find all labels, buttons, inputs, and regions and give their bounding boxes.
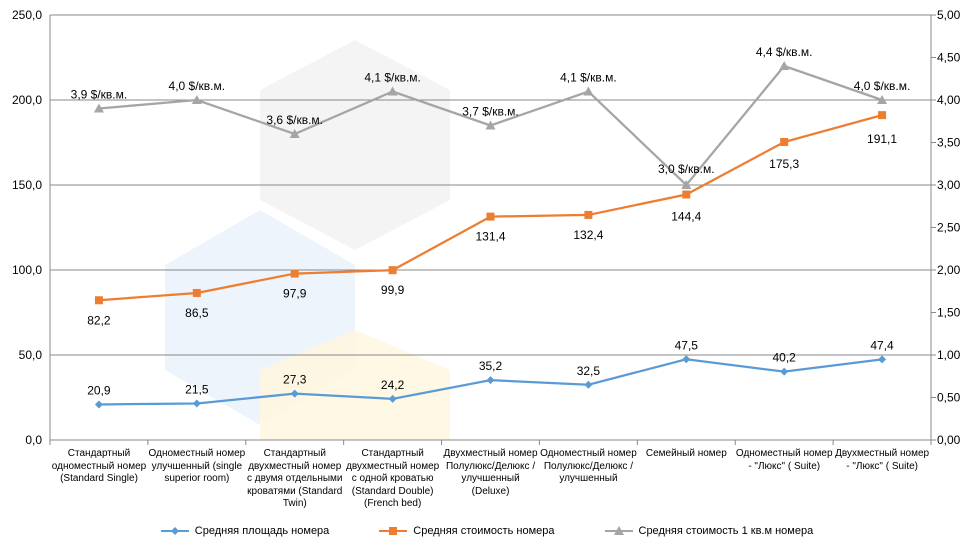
- right-tick-label: 3,50: [937, 136, 961, 150]
- left-tick-label: 200,0: [12, 93, 42, 107]
- data-point: [93, 103, 104, 113]
- data-label: 144,4: [671, 210, 701, 224]
- legend-label: Средняя стоимость 1 кв.м номера: [638, 525, 814, 537]
- legend-item: Средняя стоимость 1 кв.м номера: [604, 525, 814, 537]
- legend-diamond-icon: [160, 527, 189, 535]
- data-label: 27,3: [283, 373, 307, 387]
- data-point: [877, 95, 888, 104]
- category-label: Двухместный номер - "Люкс" ( Suite): [835, 448, 930, 472]
- data-point: [780, 367, 789, 376]
- data-label: 191,1: [867, 132, 897, 146]
- legend-square-icon: [379, 527, 408, 535]
- data-label: 21,5: [185, 382, 209, 396]
- data-point: [682, 190, 691, 199]
- data-label: 4,1 $/кв.м.: [364, 71, 421, 85]
- category-label: Одноместный номер - "Люкс" ( Suite): [735, 448, 833, 472]
- legend-label: Средняя стоимость номера: [413, 525, 555, 537]
- data-label: 4,4 $/кв.м.: [756, 45, 813, 59]
- data-point: [780, 137, 789, 146]
- data-point: [584, 380, 593, 389]
- data-point: [94, 400, 103, 409]
- left-tick-label: 250,0: [12, 8, 42, 22]
- data-label: 35,2: [479, 359, 503, 373]
- category-label: Стандартный двухместный номер с двумя от…: [246, 448, 343, 509]
- right-tick-label: 5,00: [937, 8, 961, 22]
- category-label: Стандартный двухместный номер с одной кр…: [346, 448, 440, 509]
- data-point: [485, 120, 496, 130]
- legend-triangle-icon: [604, 526, 633, 535]
- category-label: Двухместный номер Полулюкс/Делюкс /улучш…: [443, 448, 538, 497]
- data-label: 131,4: [475, 230, 505, 244]
- right-tick-label: 2,50: [937, 221, 961, 235]
- data-label: 4,0 $/кв.м.: [169, 79, 226, 93]
- data-label: 3,6 $/кв.м.: [266, 113, 323, 127]
- data-point: [681, 180, 692, 189]
- data-point: [388, 394, 397, 403]
- data-point: [290, 269, 299, 278]
- data-label: 20,9: [87, 383, 111, 397]
- left-tick-label: 0,0: [25, 433, 42, 447]
- category-label: Одноместный номер улучшенный (single sup…: [148, 448, 246, 484]
- legend-item: Средняя площадь номера: [160, 525, 330, 537]
- data-label: 24,2: [381, 378, 405, 392]
- right-tick-label: 4,00: [937, 93, 961, 107]
- left-tick-label: 50,0: [19, 348, 43, 362]
- data-point: [192, 288, 201, 297]
- right-tick-label: 0,50: [937, 391, 961, 405]
- data-label: 99,9: [381, 283, 405, 297]
- legend-label: Средняя площадь номера: [194, 525, 330, 537]
- data-label: 3,9 $/кв.м.: [71, 88, 128, 102]
- watermark-cube: [260, 330, 450, 440]
- data-point: [289, 129, 300, 138]
- data-point: [290, 389, 299, 398]
- watermark-cube: [260, 40, 450, 250]
- data-point: [388, 266, 397, 275]
- data-label: 4,0 $/кв.м.: [854, 79, 911, 93]
- right-tick-label: 4,50: [937, 51, 961, 65]
- data-label: 97,9: [283, 287, 307, 301]
- category-label: Одноместный номер Полулюкс/Делюкс /улучш…: [540, 448, 637, 484]
- data-label: 3,0 $/кв.м.: [658, 162, 715, 176]
- data-point: [878, 111, 887, 120]
- data-label: 3,7 $/кв.м.: [462, 105, 519, 119]
- category-label: Семейный номер: [645, 448, 727, 459]
- category-label: Стандартный одноместный номер (Standard …: [51, 448, 147, 484]
- left-tick-label: 100,0: [12, 263, 42, 277]
- data-label: 32,5: [577, 364, 601, 378]
- data-label: 4,1 $/кв.м.: [560, 71, 617, 85]
- data-point: [682, 355, 691, 364]
- data-label: 47,5: [675, 338, 699, 352]
- data-point: [486, 212, 495, 221]
- right-tick-label: 2,00: [937, 263, 961, 277]
- data-label: 47,4: [870, 338, 894, 352]
- right-tick-label: 1,50: [937, 306, 961, 320]
- data-point: [94, 296, 103, 305]
- data-point: [387, 86, 398, 96]
- left-tick-label: 150,0: [12, 178, 42, 192]
- data-point: [192, 399, 201, 408]
- legend: Средняя площадь номера Средняя стоимость …: [0, 525, 974, 537]
- data-label: 40,2: [772, 351, 796, 365]
- legend-item: Средняя стоимость номера: [379, 525, 555, 537]
- right-tick-label: 3,00: [937, 178, 961, 192]
- data-point: [779, 61, 790, 70]
- data-label: 86,5: [185, 306, 209, 320]
- data-label: 175,3: [769, 157, 799, 171]
- data-label: 132,4: [573, 228, 603, 242]
- data-point: [584, 210, 593, 219]
- right-tick-label: 0,00: [937, 433, 961, 447]
- right-tick-label: 1,00: [937, 348, 961, 362]
- data-point: [878, 355, 887, 364]
- data-label: 82,2: [87, 313, 111, 327]
- data-point: [486, 376, 495, 385]
- data-point: [583, 86, 594, 96]
- data-point: [191, 95, 202, 104]
